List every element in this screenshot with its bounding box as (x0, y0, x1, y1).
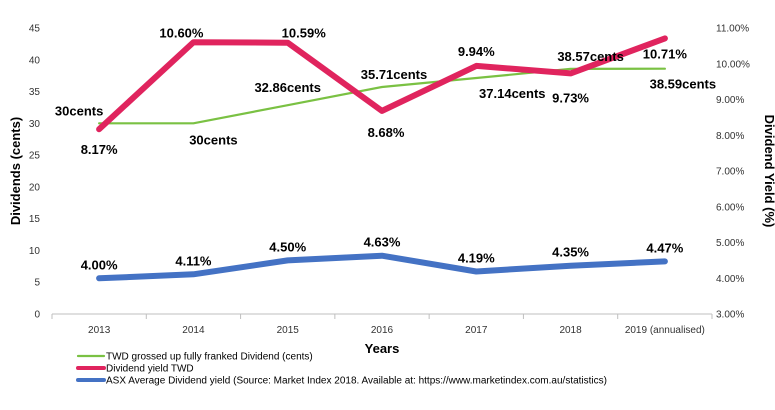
dividend-yield-label: 9.94% (458, 44, 495, 59)
y-tick-label: 20 (29, 182, 41, 193)
y-tick-label: 10 (29, 246, 41, 257)
x-tick-label: 2016 (371, 325, 394, 336)
legend-label: ASX Average Dividend yield (Source: Mark… (106, 376, 607, 387)
asx-average-yield-line (96, 252, 668, 282)
dividend-yield-label: 10.60% (159, 25, 204, 40)
asx-yield-label: 4.11% (175, 253, 212, 268)
y-tick-label: 25 (29, 151, 41, 162)
dividend-cents-label: 37.14cents (479, 86, 546, 101)
asx-yield-label: 4.00% (81, 257, 118, 272)
y-tick-label: 15 (29, 214, 41, 225)
y2-tick-label: 4.00% (716, 274, 744, 285)
dividend-yield-label: 9.73% (552, 90, 589, 105)
asx-yield-label: 4.63% (364, 235, 401, 250)
dividend-cents-label: 30cents (189, 132, 237, 147)
y2-tick-label: 3.00% (716, 310, 744, 321)
x-tick-label: 2013 (88, 325, 111, 336)
y-tick-label: 5 (34, 278, 40, 289)
dividend-cents-label: 32.86cents (254, 80, 321, 95)
y-tick-label: 35 (29, 87, 41, 98)
y2-axis-title: Dividend Yield (%) (762, 115, 775, 228)
y-axis-title: Dividends (cents) (8, 117, 23, 225)
y2-tick-label: 6.00% (716, 202, 744, 213)
x-tick-label: 2019 (annualised) (625, 325, 705, 336)
legend: TWD grossed up fully franked Dividend (c… (76, 352, 607, 387)
y2-tick-label: 7.00% (716, 167, 744, 178)
dividend-cents-label: 30cents (55, 103, 103, 118)
y-tick-label: 30 (29, 119, 41, 130)
data-labels: 30cents 30cents 32.86cents 35.71cents 37.14c… (55, 25, 716, 272)
legend-label: TWD grossed up fully franked Dividend (c… (106, 352, 313, 363)
y-tick-label: 40 (29, 55, 41, 66)
dividend-yield-twd-line (96, 35, 668, 133)
legend-item-asx-average: ASX Average Dividend yield (Source: Mark… (76, 376, 607, 387)
y2-tick-label: 11.00% (716, 24, 749, 35)
legend-item-dividend-yield-twd: Dividend yield TWD (76, 364, 194, 375)
asx-yield-label: 4.47% (646, 240, 683, 255)
dividend-yield-label: 8.17% (81, 142, 118, 157)
franked-dividend-line (97, 67, 667, 125)
dividend-yield-label: 10.71% (643, 46, 688, 61)
x-tick-label: 2018 (559, 325, 582, 336)
series-lines (96, 35, 668, 282)
y2-tick-label: 5.00% (716, 238, 744, 249)
dividend-yield-label: 8.68% (368, 125, 405, 140)
y2-tick-label: 8.00% (716, 131, 744, 142)
asx-yield-label: 4.35% (552, 245, 589, 260)
asx-yield-label: 4.50% (269, 239, 306, 254)
x-axis-title: Years (365, 341, 400, 356)
x-tick-label: 2015 (277, 325, 300, 336)
dividend-yield-label: 10.59% (282, 26, 327, 41)
dividend-cents-label: 38.59cents (650, 77, 717, 92)
legend-label: Dividend yield TWD (106, 364, 194, 375)
y2-tick-label: 9.00% (716, 95, 744, 106)
y2-tick-label: 10.00% (716, 59, 750, 70)
x-tick-label: 2014 (182, 325, 205, 336)
legend-item-franked-dividend: TWD grossed up fully franked Dividend (c… (76, 352, 313, 363)
y-tick-label: 45 (29, 24, 41, 35)
dividend-cents-label: 38.57cents (557, 49, 624, 64)
axes: 0 5 10 15 20 25 30 35 40 45 3.00% 4.00% 5.00% 6.00% 7.… (8, 24, 775, 357)
dividend-cents-label: 35.71cents (361, 67, 428, 82)
x-tick-label: 2017 (465, 325, 488, 336)
y-tick-label: 0 (34, 310, 40, 321)
asx-yield-label: 4.19% (458, 250, 495, 265)
